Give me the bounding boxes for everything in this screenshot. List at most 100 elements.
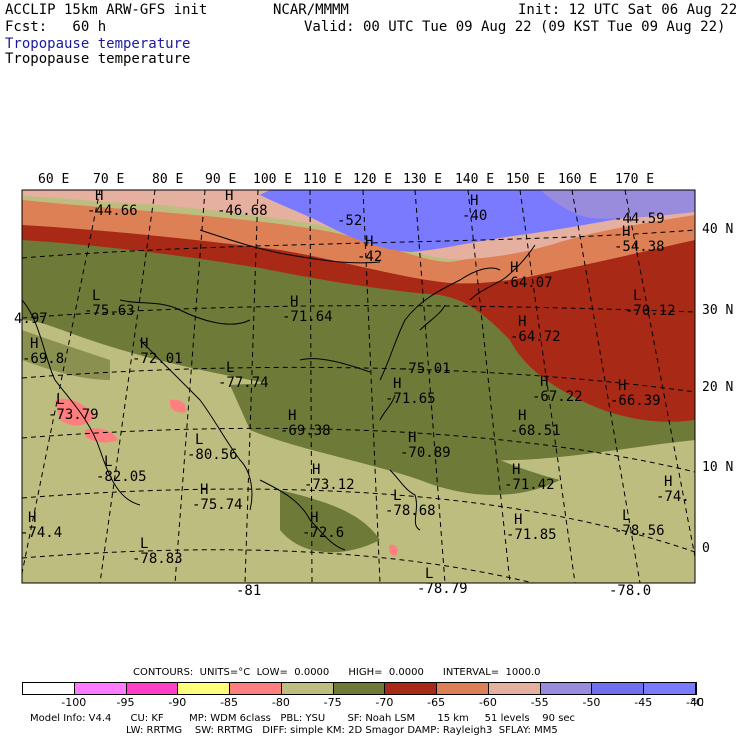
colorbar-swatch [333, 683, 386, 694]
value-label: 4.97 [14, 311, 48, 327]
lon-label: 110 E [303, 172, 343, 187]
lon-label: 140 E [455, 172, 495, 187]
high-marker: H [95, 188, 103, 204]
high-marker: H [510, 260, 518, 276]
shaded-field [22, 190, 695, 583]
colorbar-swatch [281, 683, 334, 694]
value-label: -71.65 [385, 391, 436, 407]
low-marker: L [92, 288, 100, 304]
colorbar-swatch [437, 683, 489, 694]
contours-info: CONTOURS: UNITS=°C LOW= 0.0000 HIGH= 0.0… [133, 667, 541, 678]
high-marker: H [514, 512, 522, 528]
forecast-hour: Fcst: 60 h [5, 19, 107, 35]
high-marker: H [664, 474, 672, 490]
colorbar-swatch [126, 683, 179, 694]
value-label: -70.12 [625, 303, 676, 319]
colorbar-tick-label: -40 [686, 696, 704, 709]
value-label: -40 [462, 208, 487, 224]
lon-label: 170 E [615, 172, 655, 187]
colorbar-swatch [230, 683, 282, 694]
lon-label: 100 E [253, 172, 293, 187]
coastlines [22, 229, 536, 551]
high-marker: H [518, 314, 526, 330]
value-label: -44.66 [87, 203, 138, 219]
value-labels: H-44.66H-46.68-52H-40 -44.59H-42H-54.38H-… [14, 188, 690, 599]
value-label: -82.05 [96, 469, 147, 485]
lat-label: 10 N [702, 460, 734, 475]
high-marker: H [200, 482, 208, 498]
lat-label: 30 N [702, 303, 734, 318]
colorbar-tick-label: -65 [427, 696, 446, 709]
valid-time: Valid: 00 UTC Tue 09 Aug 22 (09 KST Tue … [304, 19, 726, 35]
colorbar-tick-label: -85 [220, 696, 239, 709]
value-label: -52 [337, 213, 362, 229]
lon-label: 70 E [93, 172, 125, 187]
colorbar-swatch [488, 683, 541, 694]
colorbar-tick-label: -80 [271, 696, 290, 709]
colorbar-swatch [540, 683, 593, 694]
value-label: -71.42 [504, 477, 555, 493]
value-label: -71.64 [282, 309, 333, 325]
value-label: -81 [236, 583, 261, 599]
colorbar-tick-label: -55 [530, 696, 549, 709]
colorbar-tick-label: -75 [323, 696, 342, 709]
colorbar-swatch [644, 683, 696, 694]
value-label: -64.72 [510, 329, 561, 345]
value-label: -73.12 [304, 477, 355, 493]
high-marker: H [618, 378, 626, 394]
lat-label: 0 [702, 541, 710, 556]
value-label: -68.51 [510, 423, 561, 439]
high-marker: H [288, 408, 296, 424]
value-label: -64.07 [502, 275, 553, 291]
colorbar-swatch [592, 683, 645, 694]
value-label: -78.0 [609, 583, 651, 599]
low-marker: L [195, 432, 203, 448]
high-marker: H [30, 336, 38, 352]
high-marker: H [312, 462, 320, 478]
value-label: -78.56 [614, 523, 665, 539]
colorbar-tick-label: -50 [582, 696, 601, 709]
value-label: -44.59 [614, 211, 665, 227]
init-time: Init: 12 UTC Sat 06 Aug 22 [518, 2, 738, 18]
lon-label: 60 E [38, 172, 70, 187]
low-marker: L [622, 508, 630, 524]
value-label: -70.89 [400, 445, 451, 461]
colorbar-tick-label: -70 [375, 696, 394, 709]
lat-label: 40 N [702, 222, 734, 237]
value-label: -67.22 [532, 389, 583, 405]
value-label: -74.4 [20, 525, 62, 541]
low-marker: L [140, 536, 148, 552]
low-marker: L [56, 392, 64, 408]
lat-label: 20 N [702, 380, 734, 395]
colorbar-swatch [385, 683, 438, 694]
high-marker: H [540, 374, 548, 390]
colorbar-swatch [178, 683, 231, 694]
map-frame [21, 189, 696, 584]
value-label: -75.74 [192, 497, 243, 513]
value-label: -78.79 [417, 581, 468, 597]
high-marker: H [310, 510, 318, 526]
value-label: -42 [357, 249, 382, 265]
value-label: -78.68 [385, 503, 436, 519]
field-label-contour: Tropopause temperature [5, 51, 191, 67]
value-label: -69.8 [22, 351, 64, 367]
high-marker: H [140, 336, 148, 352]
high-marker: H [622, 224, 630, 240]
value-label: -71.85 [506, 527, 557, 543]
high-marker: H [512, 462, 520, 478]
low-marker: L [425, 566, 433, 582]
lon-label: 90 E [205, 172, 237, 187]
lon-label: 120 E [353, 172, 393, 187]
high-marker: H [470, 193, 478, 209]
org-label: NCAR/MMMM [273, 2, 349, 18]
value-label: -75.63 [84, 303, 135, 319]
model-info-line1: Model Info: V4.4 CU: KF MP: WDM 6class P… [30, 713, 576, 724]
value-label: -78.83 [132, 551, 183, 567]
lon-label: 80 E [152, 172, 184, 187]
colorbar-swatch [23, 683, 75, 694]
model-title: ACCLIP 15km ARW-GFS init [5, 2, 208, 18]
field-label-shaded: Tropopause temperature [5, 36, 191, 52]
lon-label: 160 E [558, 172, 598, 187]
colorbar-tick-label: -60 [478, 696, 497, 709]
